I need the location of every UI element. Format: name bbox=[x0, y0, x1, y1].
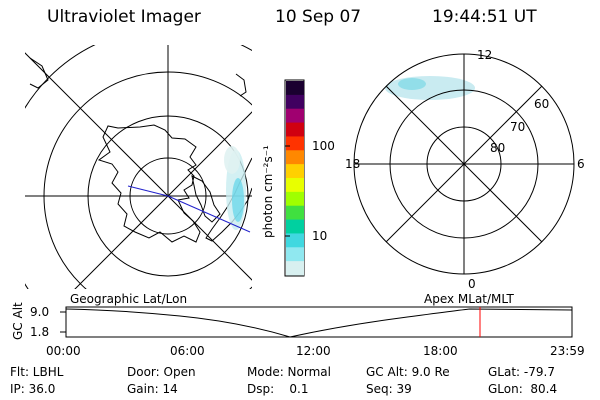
ip-info: IP: 36.0 bbox=[10, 382, 56, 396]
colorbar-stripe bbox=[286, 247, 304, 262]
upper-right-coastline bbox=[235, 73, 247, 97]
aurora-emission-map bbox=[224, 146, 246, 230]
colorbar-stripe bbox=[286, 81, 304, 96]
altitude-strip bbox=[60, 306, 573, 338]
strip-xtick-1200: 12:00 bbox=[296, 344, 331, 358]
satellite-track-inner bbox=[127, 185, 169, 197]
colorbar-unit-label: photon cm⁻²s⁻¹ bbox=[261, 145, 275, 238]
satellite-track bbox=[167, 195, 251, 233]
colorbar-stripe bbox=[286, 261, 304, 276]
upper-left-coastline bbox=[29, 57, 49, 89]
colorbar-stripe bbox=[286, 191, 304, 207]
mlt-label-6: 6 bbox=[577, 157, 585, 171]
latitude-circles bbox=[25, 45, 252, 289]
strip-xtick-2359: 23:59 bbox=[550, 344, 585, 358]
instrument-title: Ultraviolet Imager bbox=[47, 7, 201, 27]
colorbar-stripe bbox=[286, 150, 304, 165]
colorbar-stripe bbox=[286, 233, 304, 248]
dsp-info: Dsp: 0.1 bbox=[247, 382, 309, 396]
antarctic-peninsula bbox=[191, 175, 221, 223]
glon-info: GLon: 80.4 bbox=[488, 382, 558, 396]
gc-alt-info: GC Alt: 9.0 Re bbox=[366, 365, 450, 379]
mode-info: Mode: Normal bbox=[247, 365, 331, 379]
strip-xtick-0000: 00:00 bbox=[46, 344, 81, 358]
gain-info: Gain: 14 bbox=[127, 382, 178, 396]
polar-plot bbox=[353, 53, 575, 275]
geographic-map bbox=[25, 45, 252, 289]
mlat-label-80: 80 bbox=[490, 141, 506, 155]
strip-axis-label: GC Alt bbox=[11, 302, 25, 340]
strip-ytick-1: 1.8 bbox=[30, 325, 50, 339]
colorbar bbox=[284, 79, 305, 277]
mlt-label-18: 18 bbox=[345, 157, 361, 171]
strip-xtick-0600: 06:00 bbox=[170, 344, 205, 358]
polar-title: Apex MLat/MLT bbox=[424, 292, 514, 306]
strip-xtick-1800: 18:00 bbox=[423, 344, 458, 358]
mlt-label-12: 12 bbox=[477, 48, 493, 62]
altitude-curve bbox=[66, 308, 572, 337]
colorbar-stripe bbox=[286, 219, 304, 234]
colorbar-stripe bbox=[286, 205, 304, 221]
filter-info: Flt: LBHL bbox=[10, 365, 64, 379]
colorbar-tick-100: 100 bbox=[312, 139, 335, 153]
colorbar-stripe bbox=[286, 108, 304, 124]
colorbar-stripe bbox=[286, 94, 304, 110]
aurora-emission-polar bbox=[385, 76, 475, 100]
colorbar-stripe bbox=[286, 178, 304, 193]
door-info: Door: Open bbox=[127, 365, 196, 379]
colorbar-tick-10: 10 bbox=[312, 229, 328, 243]
glat-info: GLat: -79.7 bbox=[488, 365, 555, 379]
mlt-label-0: 0 bbox=[468, 277, 476, 291]
geographic-title: Geographic Lat/Lon bbox=[70, 292, 188, 306]
colorbar-stripe bbox=[286, 164, 304, 179]
colorbar-stripe bbox=[286, 136, 304, 151]
date-label: 10 Sep 07 bbox=[275, 7, 362, 27]
time-label: 19:44:51 UT bbox=[432, 7, 537, 27]
seq-info: Seq: 39 bbox=[366, 382, 412, 396]
colorbar-stripe bbox=[286, 122, 304, 137]
antarctica-coastline bbox=[97, 124, 201, 243]
mlat-label-70: 70 bbox=[510, 120, 526, 134]
mlat-label-60: 60 bbox=[534, 97, 550, 111]
strip-ytick-9: 9.0 bbox=[30, 305, 50, 319]
